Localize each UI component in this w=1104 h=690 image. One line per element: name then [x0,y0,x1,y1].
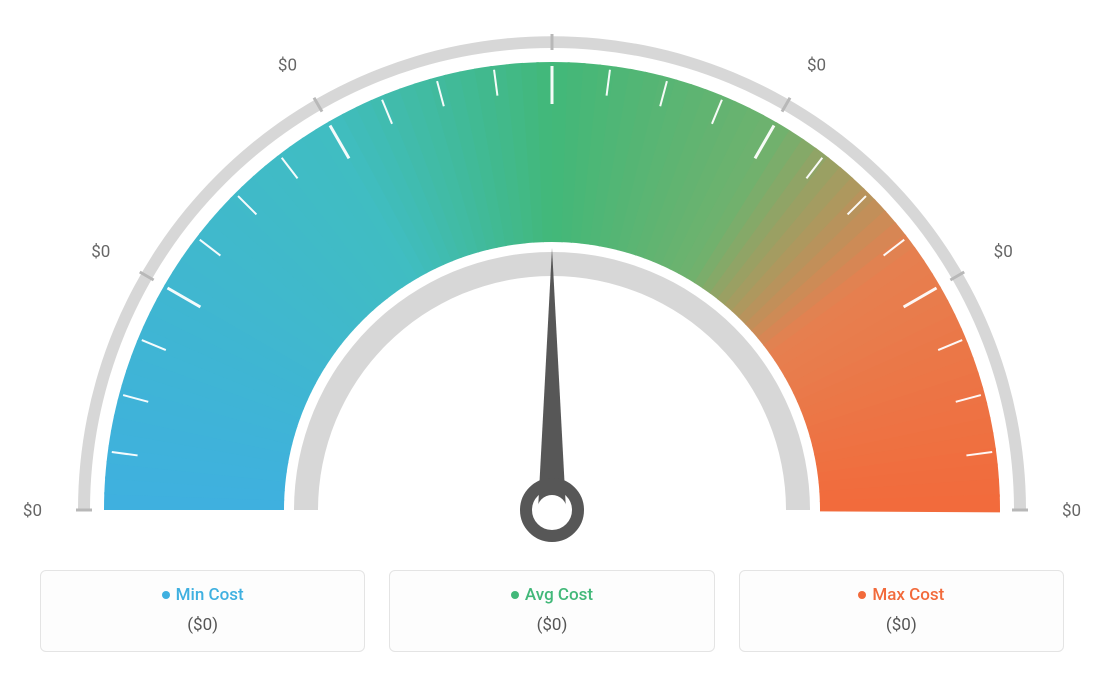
gauge-svg: $0 $0 $0 $0 $0 $0 $0 [0,0,1104,560]
legend-title-avg: Avg Cost [400,585,703,605]
legend-card-min: Min Cost ($0) [40,570,365,652]
svg-text:$0: $0 [91,242,110,262]
legend-title-text: Max Cost [872,585,944,605]
cost-gauge-widget: $0 $0 $0 $0 $0 $0 $0 Min Cost ($0) Avg Cost ($… [0,0,1104,690]
svg-text:$0: $0 [1062,501,1081,521]
legend-title-min: Min Cost [51,585,354,605]
svg-text:$0: $0 [23,501,42,521]
legend-title-text: Min Cost [176,585,244,605]
dot-icon [511,591,519,599]
svg-text:$0: $0 [807,55,826,75]
legend-title-text: Avg Cost [525,585,593,605]
legend-value-min: ($0) [51,615,354,635]
dot-icon [162,591,170,599]
svg-text:$0: $0 [542,0,561,1]
gauge-area: $0 $0 $0 $0 $0 $0 $0 [0,0,1104,560]
legend-value-max: ($0) [750,615,1053,635]
svg-text:$0: $0 [278,55,297,75]
svg-text:$0: $0 [994,242,1013,262]
legend-row: Min Cost ($0) Avg Cost ($0) Max Cost ($0… [0,570,1104,652]
legend-card-avg: Avg Cost ($0) [389,570,714,652]
legend-card-max: Max Cost ($0) [739,570,1064,652]
legend-value-avg: ($0) [400,615,703,635]
dot-icon [858,591,866,599]
legend-title-max: Max Cost [750,585,1053,605]
